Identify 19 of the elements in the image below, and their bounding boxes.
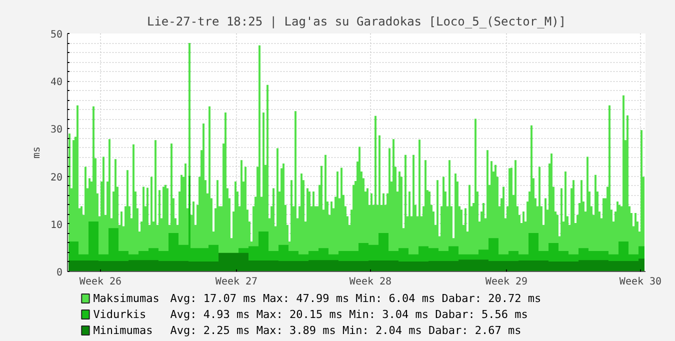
text: Avg: 2.25 ms Max: 3.89 ms Min: 2.04 ms Dabar: 2.67 ms [170, 324, 522, 337]
legend-label: Vidurkis [93, 308, 146, 321]
y-tick-label: 0 [56, 268, 63, 278]
y-tick-label: 30 [50, 124, 63, 136]
y-tick-label: 10 [50, 220, 63, 231]
x-tick-label: Week 30 [619, 276, 662, 288]
chart-title: Lie-27-tre 18:25 | Lag'as su Garadokas [Loco_5_(Sector_M)] [146, 14, 566, 28]
x-tick-label: Week 29 [485, 276, 528, 288]
text: Avg: 17.07 ms Max: 47.99 ms Min: 6.04 ms Dabar: 20.72 ms [170, 292, 542, 305]
y-tick-label: 40 [50, 77, 63, 88]
legend-label: Maksimumas [93, 292, 160, 305]
x-tick-label: Week 28 [349, 276, 392, 288]
x-tick-label: Week 27 [215, 276, 258, 288]
x-tick-label: Week 26 [79, 276, 122, 288]
y-axis-title: ms [31, 146, 42, 159]
y-tick-label: 50 [50, 30, 63, 40]
legend-label: Minimumas [93, 324, 153, 337]
y-tick-label: 20 [50, 172, 63, 184]
text: Avg: 4.93 ms Max: 20.15 ms Min: 3.04 ms Dabar: 5.56 ms [170, 308, 528, 321]
